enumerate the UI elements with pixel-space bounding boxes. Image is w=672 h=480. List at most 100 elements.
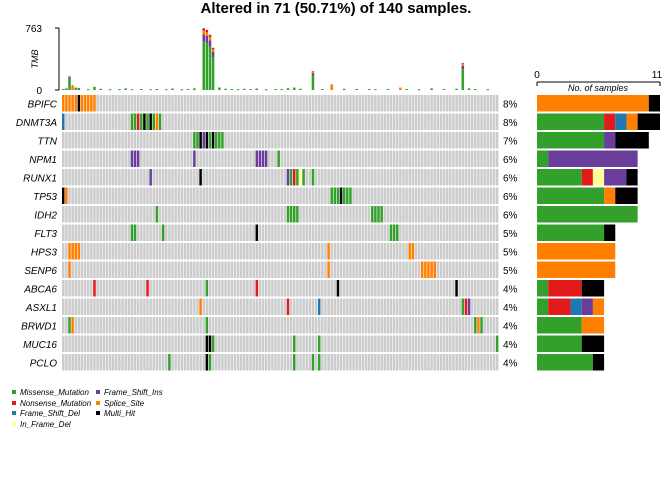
tmb-bar: [202, 41, 205, 90]
empty-cell: [377, 261, 380, 278]
empty-cell: [449, 298, 452, 315]
empty-cell: [258, 298, 262, 315]
empty-cell: [239, 317, 243, 334]
empty-cell: [355, 169, 358, 186]
empty-cell: [321, 95, 324, 112]
empty-cell: [464, 224, 468, 241]
empty-cell: [399, 150, 402, 167]
empty-cell: [99, 224, 102, 241]
empty-cell: [302, 354, 305, 371]
empty-cell: [161, 169, 165, 186]
empty-cell: [130, 298, 134, 315]
empty-cell: [274, 187, 277, 204]
empty-cell: [143, 169, 146, 186]
legend-swatch: [12, 422, 16, 426]
empty-cell: [380, 187, 383, 204]
empty-cell: [90, 113, 93, 130]
empty-cell: [352, 261, 355, 278]
empty-cell: [108, 317, 112, 334]
empty-cell: [408, 335, 411, 352]
empty-cell: [224, 317, 227, 334]
empty-cell: [77, 335, 81, 352]
empty-cell: [436, 298, 440, 315]
empty-cell: [133, 317, 137, 334]
empty-cell: [489, 132, 493, 149]
empty-cell: [271, 187, 274, 204]
empty-cell: [461, 113, 465, 130]
empty-cell: [152, 95, 156, 112]
empty-cell: [311, 261, 315, 278]
empty-cell: [102, 261, 106, 278]
empty-cell: [168, 95, 171, 112]
empty-cell: [414, 132, 418, 149]
empty-cell: [143, 224, 146, 241]
empty-cell: [392, 206, 396, 223]
empty-cell: [392, 261, 396, 278]
empty-cell: [271, 280, 274, 297]
empty-cell: [233, 280, 237, 297]
empty-cell: [330, 132, 333, 149]
empty-cell: [283, 95, 287, 112]
empty-cell: [277, 335, 280, 352]
empty-cell: [380, 132, 383, 149]
tmb-bar: [155, 89, 159, 91]
empty-cell: [317, 206, 321, 223]
empty-cell: [386, 150, 390, 167]
empty-cell: [445, 335, 449, 352]
empty-cell: [383, 169, 387, 186]
empty-cell: [296, 280, 299, 297]
mutation-cell: [136, 113, 140, 130]
empty-cell: [342, 298, 346, 315]
empty-cell: [342, 169, 346, 186]
empty-cell: [442, 335, 446, 352]
empty-cell: [239, 335, 243, 352]
empty-cell: [252, 224, 255, 241]
empty-cell: [74, 335, 78, 352]
empty-cell: [302, 113, 305, 130]
empty-cell: [427, 224, 430, 241]
empty-cell: [339, 261, 343, 278]
empty-cell: [280, 113, 284, 130]
empty-cell: [405, 261, 408, 278]
empty-cell: [149, 261, 152, 278]
empty-cell: [374, 354, 377, 371]
empty-cell: [405, 169, 408, 186]
empty-cell: [258, 243, 262, 260]
tmb-bar: [399, 87, 402, 90]
empty-cell: [352, 150, 355, 167]
empty-cell: [243, 206, 246, 223]
empty-cell: [171, 132, 174, 149]
empty-cell: [420, 335, 424, 352]
empty-cell: [239, 113, 243, 130]
empty-cell: [430, 354, 433, 371]
mutation-cell: [342, 187, 346, 204]
empty-cell: [399, 280, 402, 297]
tmb-bar: [311, 71, 315, 73]
empty-cell: [358, 206, 362, 223]
empty-cell: [143, 187, 146, 204]
empty-cell: [274, 261, 277, 278]
empty-cell: [130, 169, 134, 186]
empty-cell: [121, 298, 124, 315]
empty-cell: [149, 187, 152, 204]
empty-cell: [464, 206, 468, 223]
empty-cell: [233, 187, 237, 204]
empty-cell: [452, 354, 455, 371]
empty-cell: [68, 132, 71, 149]
empty-cell: [292, 317, 296, 334]
empty-cell: [495, 206, 499, 223]
empty-cell: [140, 317, 143, 334]
empty-cell: [445, 224, 449, 241]
empty-cell: [489, 224, 493, 241]
empty-cell: [224, 206, 227, 223]
percent-label: 4%: [503, 303, 518, 314]
empty-cell: [383, 95, 387, 112]
empty-cell: [218, 113, 221, 130]
empty-cell: [314, 261, 318, 278]
empty-cell: [289, 280, 293, 297]
empty-cell: [193, 169, 196, 186]
empty-cell: [99, 150, 102, 167]
empty-cell: [180, 261, 184, 278]
empty-cell: [186, 335, 190, 352]
percent-label: 7%: [503, 136, 518, 147]
